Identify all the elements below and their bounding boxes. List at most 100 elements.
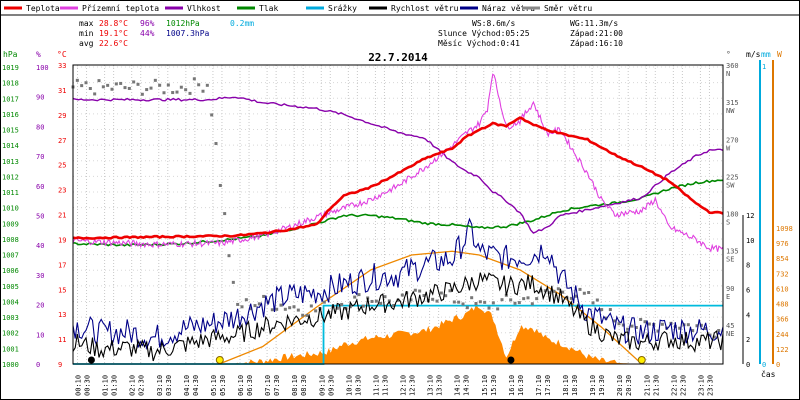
wind-direction-dot [439,291,443,295]
chart-title: 22.7.2014 [368,51,428,64]
wind-direction-dot [457,300,461,304]
wind-direction-dot [704,326,708,330]
wind-direction-dot [578,287,582,291]
stat-min-temp: 19.1°C [99,29,128,38]
stat-min-label: min [79,29,94,38]
x-tick-label: 15:30 [490,375,498,396]
stat-max-press: 1012hPa [166,19,200,28]
x-tick-label: 01:10 [102,375,110,396]
wind-direction-dot [712,335,716,339]
wind-direction-dot [600,308,604,312]
dir-tick-label: NW [726,107,735,115]
stat-max-hum: 96% [140,19,155,28]
x-tick-label: 04:30 [192,375,200,396]
plot-frame [72,64,724,365]
wind-direction-dot [270,308,274,312]
wind-direction-dot [639,317,643,321]
c-tick-label: 11 [58,336,66,344]
pct-tick-label: 80 [36,123,44,131]
c-tick-label: 33 [58,62,66,70]
w-unit: W [777,50,782,59]
wind-direction-dot [205,83,209,87]
wind-direction-dot [691,329,695,333]
gust-line [72,217,724,350]
wind-direction-dot [604,316,608,320]
legend-label-1: Přízemní teplota [82,4,159,13]
wind-direction-dot [422,294,426,298]
ms-tick-label: 10 [746,237,754,245]
hpa-tick-label: 1015 [2,127,19,135]
wind-direction-dot [301,313,305,317]
wind-direction-dot [435,299,439,303]
dir-tick-label: E [726,293,730,301]
wind-direction-dot [153,78,157,82]
ms-tick-label: 12 [746,212,754,220]
wind-direction-dot [465,306,469,310]
wind-direction-dot [591,301,595,305]
wind-direction-dot [383,295,387,299]
x-tick-label: 03:30 [165,375,173,396]
wind-direction-dot [626,327,630,331]
wind-direction-dot [491,301,495,305]
wind-direction-dot [478,300,482,304]
mm-unit: mm [761,50,771,59]
wind-direction-dot [322,300,326,304]
stat-max-temp: 28.8°C [99,19,128,28]
wind-direction-dot [249,307,253,311]
w-tick-label: 244 [776,331,789,339]
legend-label-4: Srážky [328,4,357,13]
pct-tick-label: 70 [36,153,44,161]
dir-tick-label: SW [726,181,735,189]
pct-tick-label: 20 [36,302,44,310]
wind-direction-dot [496,307,500,311]
wind-direction-dot [240,305,244,309]
wind-direction-dot [93,92,97,96]
x-tick-label: 10:10 [345,375,353,396]
wind-direction-dot [379,301,383,305]
wind-direction-dot [569,296,573,300]
wind-direction-dot [517,301,521,305]
x-tick-label: 17:10 [535,375,543,396]
wind-direction-dot [656,329,660,333]
stat-max-label: max [79,19,94,28]
hpa-tick-label: 1002 [2,330,19,338]
hpa-tick-label: 1017 [2,95,19,103]
x-tick-label: 16:10 [508,375,516,396]
deg-tick-label: 180 [726,211,739,219]
c-tick-label: 25 [58,162,66,170]
legend-label-3: Tlak [259,4,278,13]
x-tick-label: 02:30 [138,375,146,396]
wind-direction-dot [678,326,682,330]
wind-direction-dot [227,254,231,258]
wind-direction-dot [470,296,474,300]
x-tick-label: 03:10 [156,375,164,396]
wind-direction-dot [184,88,188,92]
c-tick-label: 19 [58,236,66,244]
x-tick-label: 19:30 [598,375,606,396]
stat-max-rain: 0.2mm [230,19,254,28]
wind-direction-dot [396,298,400,302]
wind-direction-dot [370,299,374,303]
x-tick-label: 17:30 [544,375,552,396]
wind-direction-dot [97,79,101,83]
wind-direction-dot [335,306,339,310]
wind-direction-dot [253,304,257,308]
wind-direction-dot [162,91,166,95]
x-tick-label: 23:30 [706,375,714,396]
pct-unit: % [36,50,41,59]
x-tick-label: 05:30 [219,375,227,396]
x-tick-label: 15:10 [481,375,489,396]
hpa-tick-label: 1009 [2,220,19,228]
wind-direction-dot [582,291,586,295]
ground-temp-line [72,73,724,253]
x-tick-label: 05:10 [210,375,218,396]
wind-direction-dot [188,91,192,95]
c-tick-label: 17 [58,261,66,269]
hpa-unit: hPa [3,50,18,59]
wind-direction-dot [461,302,465,306]
pct-tick-label: 60 [36,183,44,191]
wind-direction-dot [88,87,92,91]
ms-tick-label: 8 [746,262,750,270]
wind-direction-dot [587,291,591,295]
